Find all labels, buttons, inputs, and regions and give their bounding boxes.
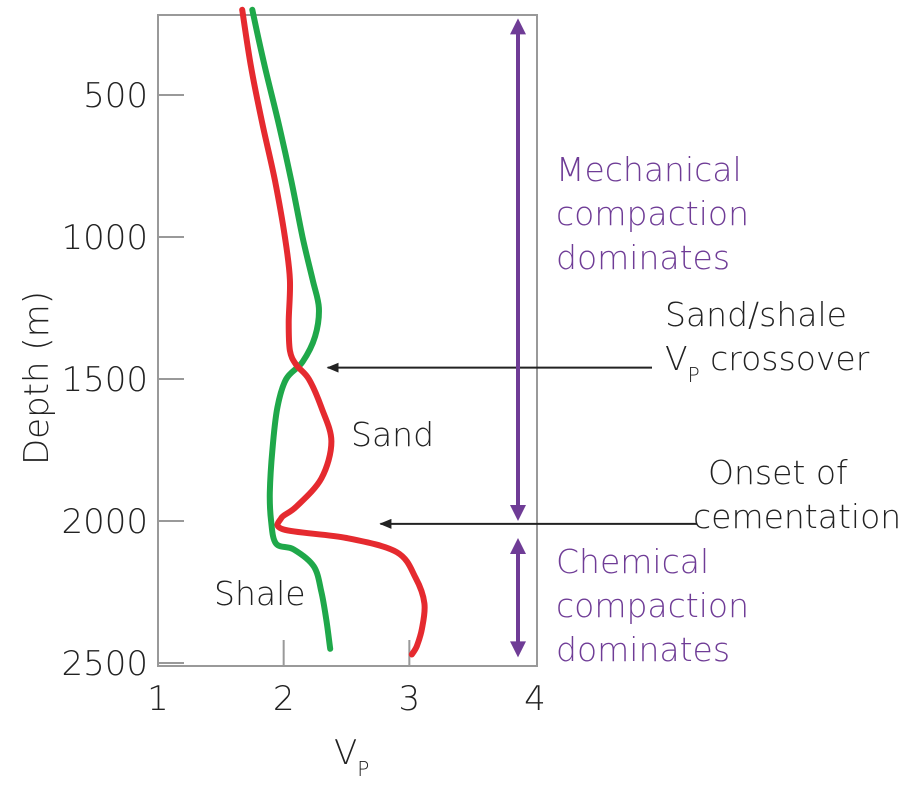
x-axis-ticks: 1 2 3 4 (147, 640, 546, 719)
plot-frame (157, 14, 538, 667)
x-tick-label-2: 2 (273, 679, 295, 719)
mechanical-label-line2: compaction (556, 194, 749, 233)
y-axis-ticks: 500 1000 1500 2000 2500 (61, 76, 184, 684)
cementation-label-line1: Onset of (708, 453, 848, 492)
cementation-label-line2: cementation (693, 497, 901, 536)
crossover-vp-sub: P (688, 363, 700, 387)
crossover-vp-rest: crossover (700, 339, 870, 378)
series-line-shale (249, 6, 334, 652)
chemical-label-line3: dominates (556, 630, 730, 669)
range-arrow-head-bottom (510, 505, 526, 521)
series-line-sand (239, 6, 428, 658)
y-tick-label-2500: 2500 (61, 644, 148, 684)
y-tick-label-2000: 2000 (61, 502, 148, 542)
y-axis-title: Depth (m) (17, 291, 57, 465)
mechanical-label-line3: dominates (556, 238, 730, 277)
chemical-label-line2: compaction (556, 586, 749, 625)
y-tick-label-1500: 1500 (61, 360, 148, 400)
chemical-range-arrow (510, 538, 526, 658)
x-tick-label-1: 1 (147, 679, 169, 719)
sand-label: Sand (351, 415, 434, 454)
x-axis-title-sub: P (357, 757, 369, 781)
y-tick-label-500: 500 (83, 76, 148, 116)
crossover-label-line1: Sand/shale (665, 295, 847, 334)
mechanical-label-line1: Mechanical (556, 150, 742, 189)
chemical-label-line1: Chemical (556, 542, 709, 581)
shale-label: Shale (214, 574, 306, 613)
x-tick-label-3: 3 (399, 679, 421, 719)
y-tick-label-1000: 1000 (61, 218, 148, 258)
mechanical-range-arrow (510, 18, 526, 521)
range-arrow-head-bottom (510, 641, 526, 658)
x-axis-title-main: V (334, 733, 357, 773)
range-arrow-head-top (510, 18, 526, 35)
crossover-label-line2: VP crossover (665, 339, 870, 387)
range-arrow-head-top (510, 538, 526, 555)
x-tick-label-4: 4 (524, 679, 546, 719)
x-axis-title: VP (334, 733, 369, 781)
crossover-vp-main: V (665, 339, 688, 378)
